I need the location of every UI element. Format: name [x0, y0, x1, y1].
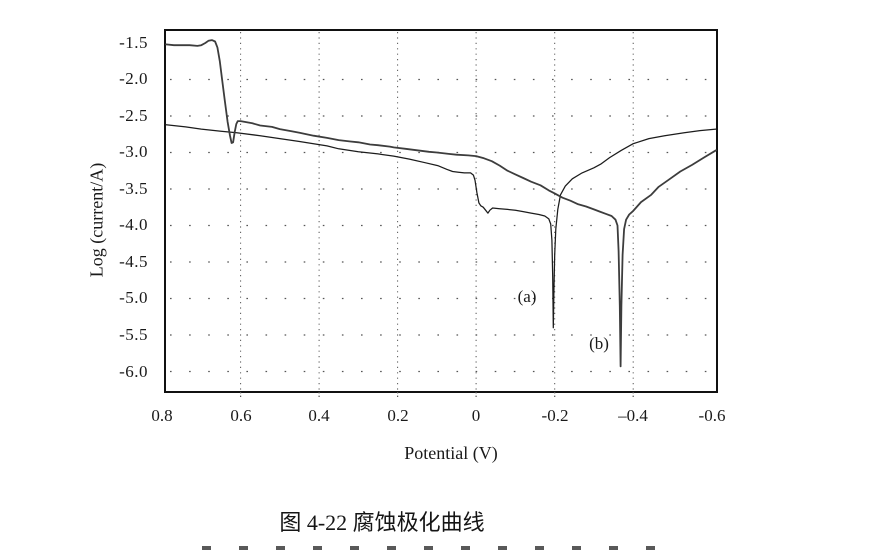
- x-tick-label: 0.8: [151, 406, 173, 425]
- cutoff-caption-fragments: [202, 546, 660, 550]
- x-tick-label: –0.4: [618, 406, 648, 425]
- figure-caption: 图 4-22 腐蚀极化曲线: [279, 510, 485, 535]
- y-tick-label: -4.5: [119, 252, 148, 271]
- plot-frame: [164, 29, 718, 393]
- curve-label-b: (b): [589, 334, 609, 353]
- y-tick-label: -4.0: [119, 215, 148, 234]
- x-tick-label: 0: [471, 406, 481, 425]
- y-tick-label: -2.5: [119, 106, 148, 125]
- y-tick-label: -2.0: [119, 69, 148, 88]
- y-tick-label: -5.5: [119, 325, 148, 344]
- y-tick-label: -1.5: [119, 33, 148, 52]
- curve-label-a: (a): [517, 287, 537, 306]
- x-axis-title: Potential (V): [404, 443, 498, 463]
- y-tick-label: -5.0: [119, 288, 148, 307]
- y-tick-label: -3.0: [119, 142, 148, 161]
- plot-area: [165, 32, 717, 397]
- x-tick-label: 0.6: [230, 406, 252, 425]
- y-tick-label: -6.0: [119, 362, 148, 381]
- y-tick-label: -3.5: [119, 179, 148, 198]
- x-tick-label: -0.6: [698, 406, 726, 425]
- x-tick-label: 0.4: [308, 406, 330, 425]
- polarization-curve-b: [165, 39, 717, 368]
- x-tick-label: -0.2: [541, 406, 569, 425]
- polarization-curve-a: [165, 124, 717, 329]
- x-tick-label: 0.2: [387, 406, 409, 425]
